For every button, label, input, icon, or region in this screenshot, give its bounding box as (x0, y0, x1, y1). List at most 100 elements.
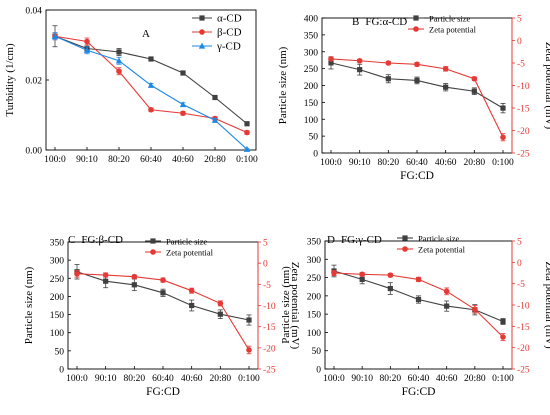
data-point (442, 66, 449, 72)
data-point (148, 106, 154, 113)
data-point (148, 56, 154, 62)
x-tick-label: 20:80 (204, 155, 226, 165)
data-point (387, 272, 394, 278)
x-tick-label: 60:40 (140, 155, 162, 165)
data-point (211, 116, 219, 123)
y-tick-label: 200 (50, 293, 65, 303)
legend-marker (198, 42, 206, 49)
y-tick-label: 250 (307, 274, 322, 284)
data-point (356, 57, 363, 64)
y-tick-label: 0 (59, 366, 64, 376)
data-point (116, 49, 122, 55)
y-tick-label: 150 (50, 311, 65, 321)
data-point (115, 57, 123, 64)
panel-title-text: FG:β-CD (81, 234, 123, 246)
data-point (217, 300, 224, 307)
y2-tick-label: -10 (517, 82, 530, 92)
legend-marker (150, 238, 156, 244)
y2-tick-label: -20 (517, 127, 530, 137)
series-line (333, 272, 504, 338)
x-tick-label: 20:80 (464, 158, 486, 168)
x-tick-label: 0:100 (492, 158, 514, 168)
data-point (500, 318, 506, 325)
x-tick-label: 90:10 (351, 374, 373, 384)
x-tick-label: 90:10 (349, 158, 371, 168)
panel-letter: B (352, 16, 359, 28)
data-point (180, 70, 186, 76)
x-tick-label: 60:40 (406, 158, 428, 168)
data-point (246, 317, 252, 323)
y2-tick-label: 0 (517, 37, 522, 47)
y-tick-label: 350 (50, 239, 65, 249)
y-tick-label: 0 (313, 150, 318, 160)
panel-title: A (142, 28, 150, 40)
y-tick-label: 250 (304, 65, 319, 75)
data-point (189, 302, 195, 309)
y2-tick-label: -20 (517, 344, 530, 354)
y-tick-label: 300 (50, 257, 65, 267)
y2-tick-label: -10 (263, 302, 276, 312)
data-point (359, 271, 365, 278)
data-point (444, 303, 450, 309)
data-point (212, 94, 218, 101)
legend-label: Zeta potential (429, 25, 477, 35)
y2-tick-label: -25 (517, 366, 530, 376)
legend-marker (150, 249, 156, 255)
y2-tick-label: 0 (263, 260, 268, 270)
y2-tick-label: -15 (517, 105, 530, 115)
legend-label: β-CD (217, 27, 242, 39)
legend-marker (402, 235, 408, 241)
x-axis-label: FG:CD (402, 386, 436, 398)
y2-tick-label: 0 (517, 259, 522, 269)
data-point (179, 101, 187, 108)
legend-label: Particle size (418, 234, 460, 244)
data-point (500, 334, 506, 340)
panel-title: B FG:α-CD (352, 16, 407, 28)
data-point (83, 46, 91, 53)
x-tick-label: 100:0 (320, 158, 342, 168)
data-point (414, 61, 420, 68)
y2-tick-label: -15 (263, 323, 276, 333)
data-point (131, 273, 138, 280)
series-line (330, 58, 504, 138)
data-point (357, 67, 363, 73)
y-tick-label: 0 (316, 366, 321, 376)
data-point (131, 282, 137, 288)
data-point (103, 278, 109, 284)
x-tick-label: 0:100 (236, 155, 258, 165)
y-tick-label: 300 (307, 256, 322, 266)
series-line (54, 35, 248, 150)
panel-letter: A (142, 28, 150, 40)
y2-axis-label: Zeta potential (mV) (289, 262, 301, 350)
data-point (472, 306, 478, 313)
x-tick-label: 60:40 (152, 374, 174, 384)
y-axis-label: Particle size (nm) (280, 266, 292, 344)
x-tick-label: 80:20 (108, 155, 130, 165)
legend-marker (413, 15, 419, 21)
y-tick-label: 100 (304, 116, 319, 126)
data-point (443, 288, 450, 295)
series-line (76, 273, 250, 351)
y2-tick-label: 5 (263, 239, 268, 249)
y2-tick-label: -5 (517, 60, 525, 70)
y-tick-label: 0.02 (25, 77, 42, 87)
data-point (243, 145, 251, 152)
data-point (246, 347, 252, 353)
data-point (74, 270, 80, 277)
y2-tick-label: -25 (263, 366, 276, 376)
data-point (500, 105, 506, 111)
x-tick-label: 20:80 (464, 374, 486, 384)
data-point (160, 290, 166, 296)
y2-tick-label: -15 (517, 323, 530, 333)
y-tick-label: 200 (307, 292, 322, 302)
y-tick-label: 350 (307, 238, 322, 248)
y-tick-label: 300 (304, 48, 319, 58)
data-point (385, 60, 392, 66)
y-tick-label: 150 (304, 99, 319, 109)
data-point (102, 272, 109, 278)
panel-title-text: FG:α-CD (365, 16, 407, 28)
plot-frame (321, 17, 513, 154)
data-point (328, 56, 334, 62)
data-point (116, 68, 122, 75)
